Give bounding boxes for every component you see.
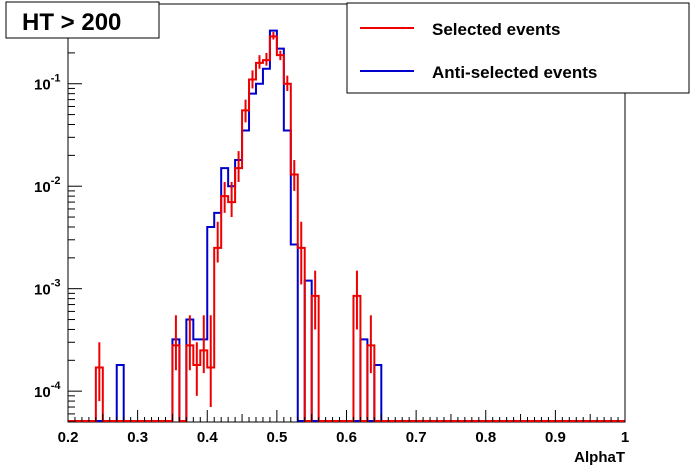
legend-selected-label: Selected events — [432, 20, 561, 39]
x-tick-label: 0.5 — [266, 429, 287, 446]
y-tick-label: 10-4 — [34, 380, 61, 401]
chart-title: HT > 200 — [22, 9, 121, 36]
x-tick-label: 0.3 — [127, 429, 148, 446]
y-tick-label: 10-3 — [34, 278, 60, 299]
title-box — [5, 1, 160, 39]
y-tick-label: 10-1 — [34, 73, 60, 94]
x-tick-label: 0.2 — [58, 429, 79, 446]
x-tick-label: 1 — [621, 429, 629, 446]
legend-box — [346, 2, 690, 94]
x-tick-label: 0.9 — [545, 429, 566, 446]
x-tick-label: 0.8 — [475, 429, 496, 446]
x-axis-label: AlphaT — [574, 449, 625, 466]
legend-antiselected-label: Anti-selected events — [432, 63, 597, 82]
x-tick-label: 0.4 — [197, 429, 219, 446]
x-tick-label: 0.6 — [336, 429, 357, 446]
y-tick-label: 10-2 — [34, 175, 60, 196]
histogram-line — [68, 35, 625, 422]
x-tick-label: 0.7 — [406, 429, 427, 446]
